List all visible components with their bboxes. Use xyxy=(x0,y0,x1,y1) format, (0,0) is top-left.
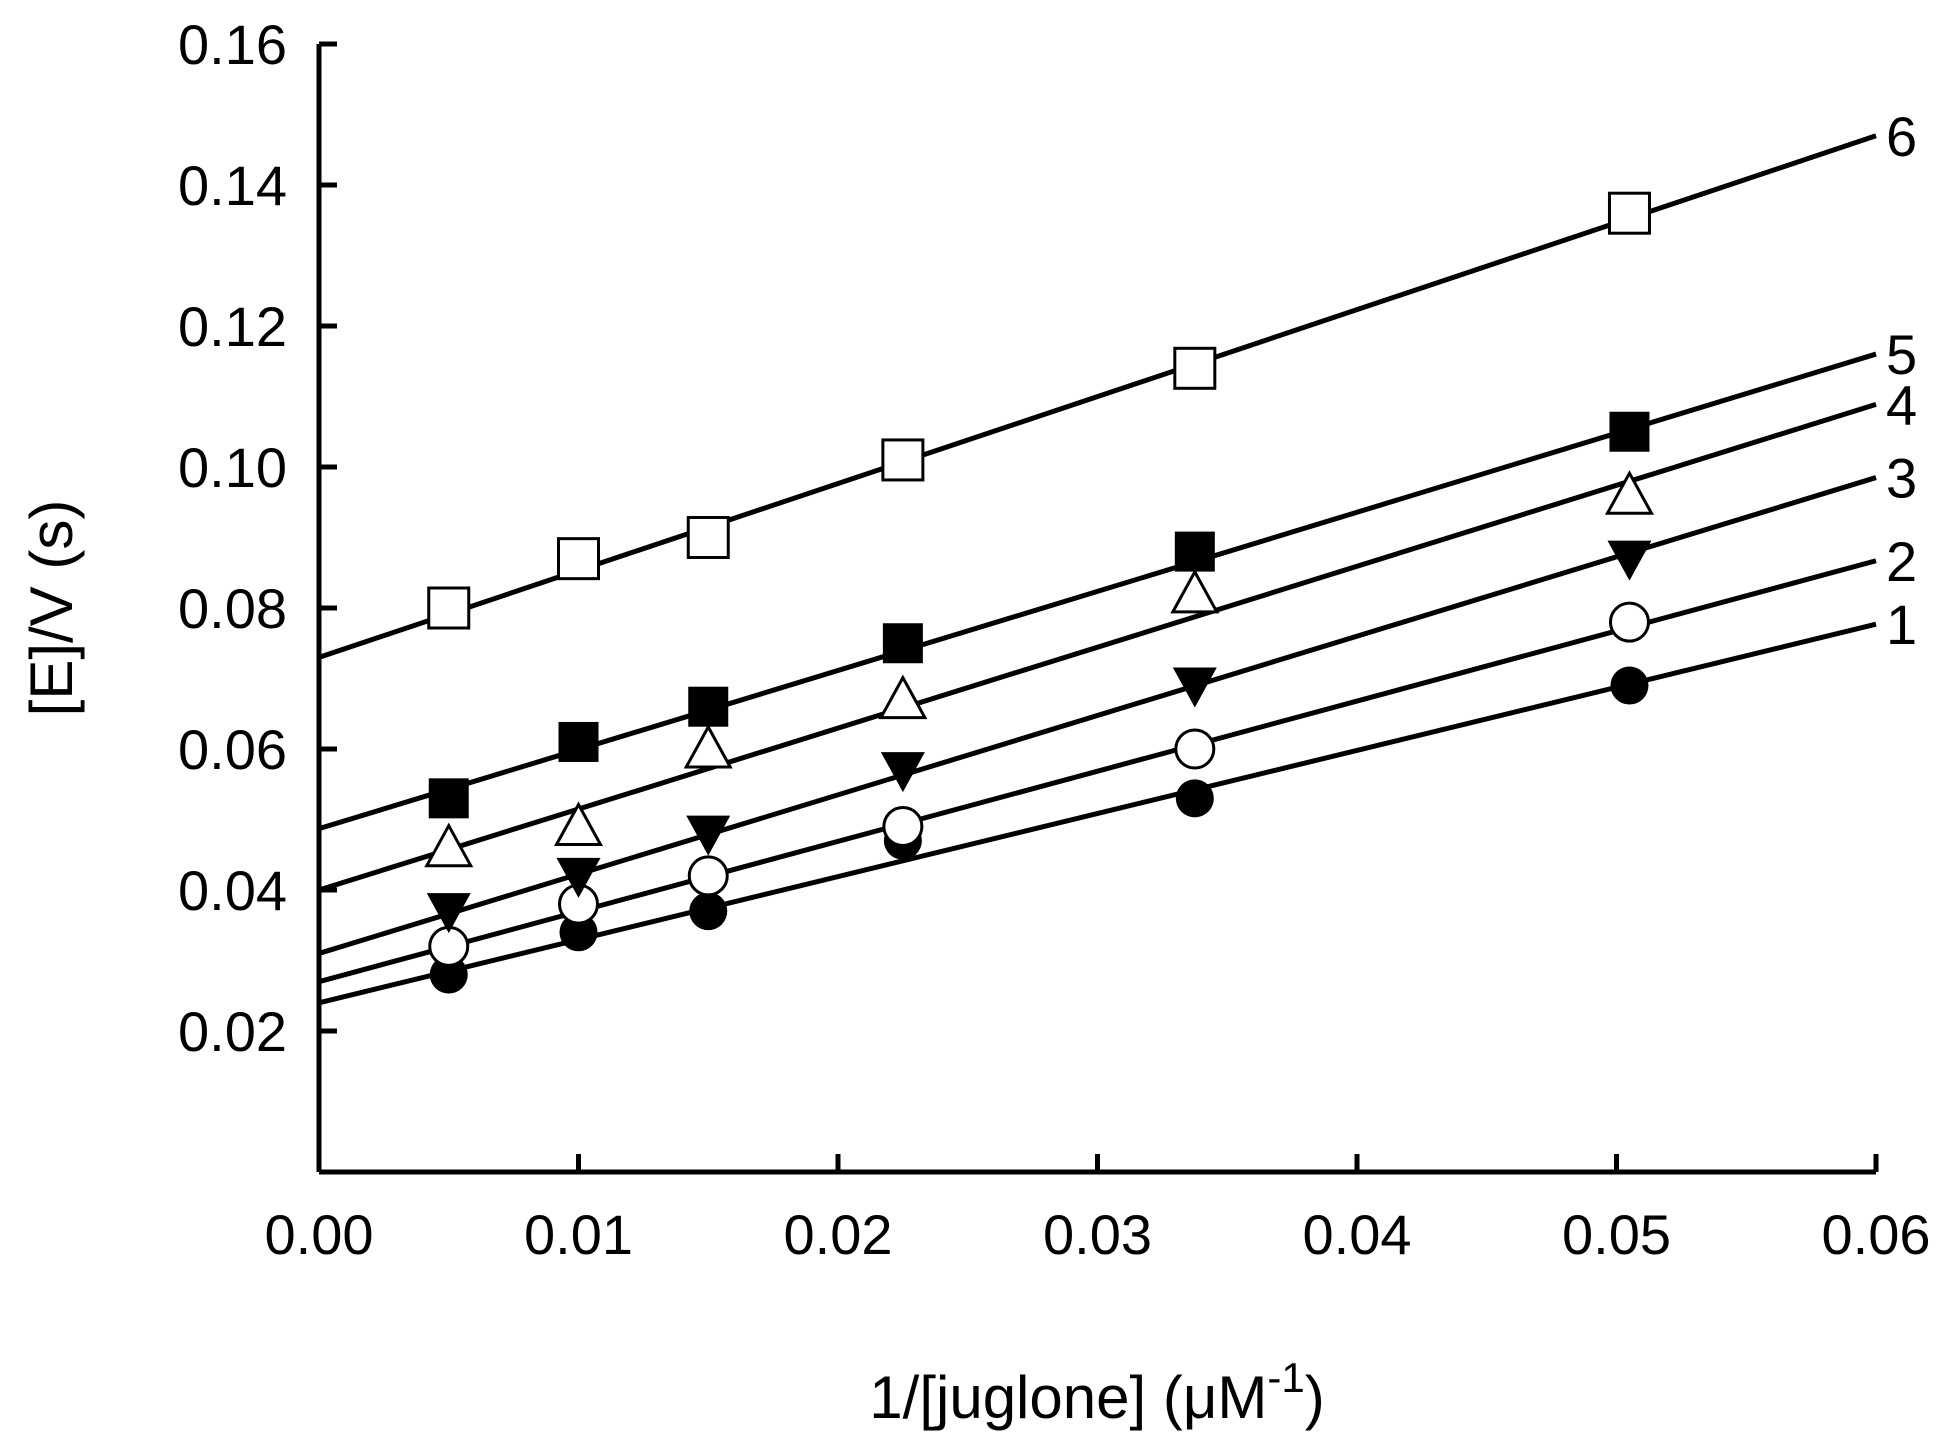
point-series-4 xyxy=(553,801,604,847)
point-series-6 xyxy=(686,516,730,559)
point-series-1 xyxy=(429,955,468,994)
point-series-3 xyxy=(1172,667,1217,708)
point-series-6 xyxy=(881,438,925,482)
point-series-6 xyxy=(427,586,471,630)
y-tick-label: 0.08 xyxy=(178,577,287,640)
point-series-6 xyxy=(1173,346,1217,390)
point-series-1 xyxy=(1175,779,1214,818)
point-series-6 xyxy=(557,537,600,581)
x-tick-label: 0.06 xyxy=(1822,1203,1931,1266)
y-ticks: 0.02 0.04 0.06 0.08 0.10 0.12 0.14 0.16 xyxy=(178,13,337,1063)
fit-line-4 xyxy=(318,402,1877,893)
point-series-2 xyxy=(882,806,924,848)
series-label-6: 6 xyxy=(1886,105,1917,168)
point-series-4 xyxy=(1170,568,1220,614)
y-axis-title: [E]/V (s) xyxy=(18,500,85,717)
series-labels: 12 3 45 6 xyxy=(1886,105,1917,656)
y-tick-label: 0.04 xyxy=(178,859,287,922)
point-series-4 xyxy=(424,822,474,868)
series-label-3: 3 xyxy=(1886,447,1917,510)
point-series-3 xyxy=(426,893,471,934)
point-series-5 xyxy=(882,623,923,664)
y-tick-label: 0.02 xyxy=(178,1000,287,1063)
y-tick-label: 0.06 xyxy=(178,718,287,781)
series-label-2: 2 xyxy=(1886,530,1917,593)
point-series-2 xyxy=(1608,601,1650,643)
x-axis-title: 1/[juglone] (μM-1) xyxy=(869,1354,1324,1431)
x-tick-label: 0.01 xyxy=(524,1203,633,1266)
x-tick-label: 0.00 xyxy=(265,1203,374,1266)
x-ticks: 0.00 0.01 0.02 0.03 0.04 0.05 0.06 xyxy=(265,1154,1931,1266)
point-series-5 xyxy=(1609,411,1650,452)
point-series-2 xyxy=(687,855,729,897)
point-series-5 xyxy=(558,721,599,762)
point-series-5 xyxy=(1174,531,1215,572)
point-series-3 xyxy=(880,752,925,793)
y-tick-label: 0.10 xyxy=(178,436,287,499)
y-tick-label: 0.14 xyxy=(178,154,287,217)
point-series-6 xyxy=(1607,191,1651,235)
data-points xyxy=(424,191,1655,994)
point-series-3 xyxy=(686,815,731,856)
fit-lines xyxy=(318,133,1877,1006)
x-tick-label: 0.04 xyxy=(1303,1203,1412,1266)
y-tick-label: 0.16 xyxy=(178,13,287,76)
x-tick-label: 0.02 xyxy=(784,1203,893,1266)
point-series-1 xyxy=(689,892,728,931)
series-label-1: 1 xyxy=(1886,593,1917,656)
point-series-1 xyxy=(1610,666,1649,705)
series-label-5: 5 xyxy=(1886,323,1917,386)
point-series-3 xyxy=(556,857,601,898)
point-series-5 xyxy=(428,778,469,819)
series-label-4: 4 xyxy=(1886,373,1917,436)
point-series-1 xyxy=(559,913,598,952)
y-tick-label: 0.12 xyxy=(178,295,287,358)
point-series-2 xyxy=(1174,728,1216,770)
point-series-4 xyxy=(683,723,733,769)
x-tick-label: 0.03 xyxy=(1043,1203,1152,1266)
point-series-5 xyxy=(688,686,729,727)
x-tick-label: 0.05 xyxy=(1562,1203,1671,1266)
point-series-3 xyxy=(1607,540,1652,581)
point-series-4 xyxy=(878,674,928,720)
point-series-4 xyxy=(1604,470,1655,515)
